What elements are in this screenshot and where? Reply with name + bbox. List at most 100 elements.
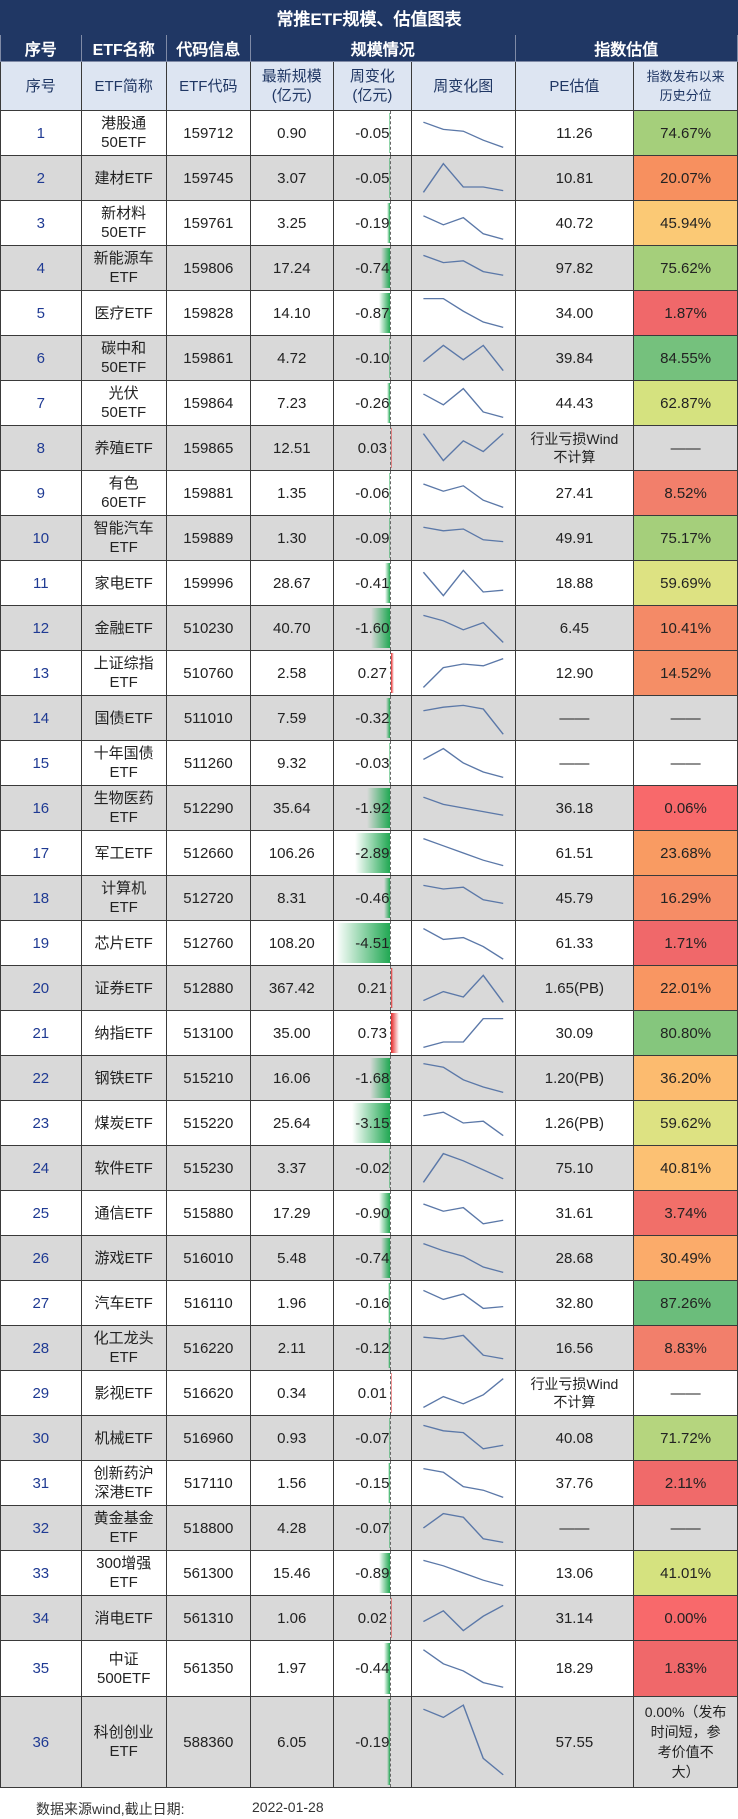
row-name: 家电ETF <box>80 560 167 606</box>
change-value: -0.16 <box>355 1294 390 1312</box>
row-code: 516110 <box>165 1280 251 1326</box>
change-value: -0.87 <box>355 304 390 322</box>
group-header-row: 序号 ETF名称 代码信息 规模情况 指数估值 <box>0 34 738 62</box>
row-name: 国债ETF <box>80 695 167 741</box>
row-change: 0.01 <box>332 1370 413 1416</box>
row-percentile: 87.26% <box>633 1280 738 1326</box>
row-change: -1.68 <box>332 1055 413 1101</box>
row-pe: 30.09 <box>514 1010 635 1056</box>
row-sparkline <box>411 1235 516 1281</box>
row-name: 金融ETF <box>80 605 167 651</box>
row-sparkline <box>411 560 516 606</box>
row-percentile: 75.17% <box>633 515 738 561</box>
change-axis <box>389 201 391 245</box>
change-bar <box>369 1058 390 1098</box>
row-index: 2 <box>0 155 82 201</box>
sparkline-line <box>423 837 504 867</box>
row-name: 汽车ETF <box>80 1280 167 1326</box>
column-header-row: 序号 ETF简称 ETF代码 最新规模 (亿元) 周变化 (亿元) 周变化图 P… <box>0 61 738 111</box>
row-scale: 4.28 <box>249 1505 334 1551</box>
change-bar <box>370 608 390 648</box>
change-bar <box>384 563 390 603</box>
row-code: 516620 <box>165 1370 251 1416</box>
row-change: 0.27 <box>332 650 413 696</box>
row-change: -0.46 <box>332 875 413 921</box>
row-pe: 61.51 <box>514 830 635 876</box>
change-axis <box>389 606 391 650</box>
change-bar <box>388 1148 390 1188</box>
row-code: 159881 <box>165 470 251 516</box>
sparkline-chart <box>423 928 504 960</box>
table-body: 1 港股通 50ETF 159712 0.90 -0.05 11.26 74.67% 2 建材E… <box>0 110 738 1788</box>
row-percentile: 2.11% <box>633 1460 738 1506</box>
row-scale: 0.34 <box>249 1370 334 1416</box>
change-value: -0.07 <box>355 1429 390 1447</box>
row-code: 512720 <box>165 875 251 921</box>
row-pe: 27.41 <box>514 470 635 516</box>
column-header-name: ETF简称 <box>80 61 167 111</box>
row-scale: 3.37 <box>249 1145 334 1191</box>
row-index: 16 <box>0 785 82 831</box>
row-code: 512660 <box>165 830 251 876</box>
sparkline-line <box>423 1017 504 1049</box>
table-row: 25 通信ETF 515880 17.29 -0.90 31.61 3.74% <box>0 1190 738 1236</box>
column-header-spark: 周变化图 <box>411 61 516 111</box>
row-name: 芯片ETF <box>80 920 167 966</box>
row-percentile: 30.49% <box>633 1235 738 1281</box>
row-percentile: —— <box>633 425 738 471</box>
row-percentile: 36.20% <box>633 1055 738 1101</box>
row-change: -0.09 <box>332 515 413 561</box>
change-value: -0.90 <box>355 1204 390 1222</box>
column-header-scale: 最新规模 (亿元) <box>249 61 334 111</box>
change-bar <box>387 1699 390 1785</box>
table-row: 16 生物医药 ETF 512290 35.64 -1.92 36.18 0.06% <box>0 785 738 831</box>
row-sparkline <box>411 425 516 471</box>
row-index: 32 <box>0 1505 82 1551</box>
change-axis <box>389 1281 391 1325</box>
row-pe: 16.56 <box>514 1325 635 1371</box>
row-name: 科创创业 ETF <box>80 1696 167 1788</box>
table-row: 28 化工龙头 ETF 516220 2.11 -0.12 16.56 8.83% <box>0 1325 738 1371</box>
row-index: 14 <box>0 695 82 741</box>
row-index: 36 <box>0 1696 82 1788</box>
row-percentile: 8.52% <box>633 470 738 516</box>
row-index: 22 <box>0 1055 82 1101</box>
row-pe: 31.61 <box>514 1190 635 1236</box>
change-value: -0.05 <box>355 124 390 142</box>
change-value: -1.60 <box>355 619 390 637</box>
row-code: 512760 <box>165 920 251 966</box>
change-axis <box>389 921 391 965</box>
change-value: 0.21 <box>357 979 387 997</box>
row-percentile: 8.83% <box>633 1325 738 1371</box>
row-name: 有色 60ETF <box>80 470 167 516</box>
table-row: 2 建材ETF 159745 3.07 -0.05 10.81 20.07% <box>0 155 738 201</box>
row-pe: 75.10 <box>514 1145 635 1191</box>
sparkline-chart <box>423 1334 504 1360</box>
change-value: -1.92 <box>355 799 390 817</box>
change-bar <box>390 1373 392 1413</box>
sparkline-chart <box>422 433 504 462</box>
row-sparkline <box>411 1010 516 1056</box>
row-scale: 28.67 <box>249 560 334 606</box>
row-scale: 7.23 <box>249 380 334 426</box>
row-name: 上证综指 ETF <box>80 650 167 696</box>
table-row: 30 机械ETF 516960 0.93 -0.07 40.08 71.72% <box>0 1415 738 1461</box>
row-percentile: 0.00% <box>633 1595 738 1641</box>
sparkline-line <box>423 1062 504 1094</box>
change-bar <box>388 338 390 378</box>
row-percentile: 16.29% <box>633 875 738 921</box>
footer-date: 2022-01-28 <box>252 1799 324 1815</box>
row-scale: 9.32 <box>249 740 334 786</box>
row-index: 13 <box>0 650 82 696</box>
sparkline-chart <box>423 1559 504 1587</box>
sparkline-chart <box>423 526 504 543</box>
row-index: 7 <box>0 380 82 426</box>
row-change: -1.92 <box>332 785 413 831</box>
row-index: 15 <box>0 740 82 786</box>
row-scale: 0.90 <box>249 110 334 156</box>
change-value: -0.41 <box>355 574 390 592</box>
change-value: -0.03 <box>355 754 390 772</box>
row-scale: 1.56 <box>249 1460 334 1506</box>
row-scale: 35.64 <box>249 785 334 831</box>
row-name: 煤炭ETF <box>80 1100 167 1146</box>
